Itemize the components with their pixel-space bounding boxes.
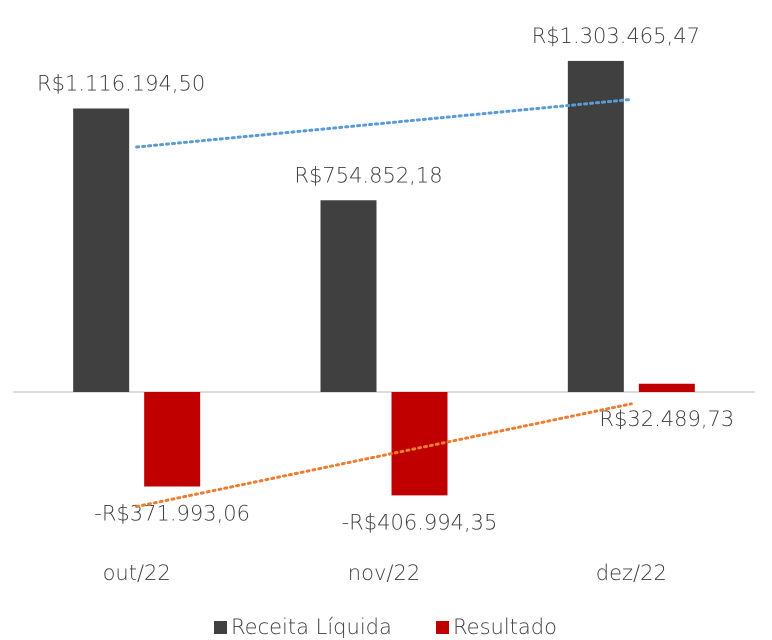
trendline [135,97,633,149]
x-tick-label: dez/22 [596,561,667,585]
bar [144,392,201,487]
data-label: R$754.852,18 [294,163,442,187]
data-label: -R$406.994,35 [342,510,498,534]
bar [567,60,624,392]
data-label: R$1.303.465,47 [532,24,700,48]
data-label: R$32.489,73 [599,407,734,431]
legend-swatch [214,621,227,634]
bar [638,383,695,392]
data-label: R$1.116.194,50 [37,71,205,95]
legend-label: Receita Líquida [231,615,392,639]
bar [320,200,377,392]
data-label: -R$371.993,06 [94,501,250,525]
x-tick-label: nov/22 [348,561,420,585]
trendline [135,402,633,509]
x-tick-label: out/22 [103,561,171,585]
bar [73,108,130,392]
legend-swatch [436,621,449,634]
legend-label: Resultado [453,615,557,639]
